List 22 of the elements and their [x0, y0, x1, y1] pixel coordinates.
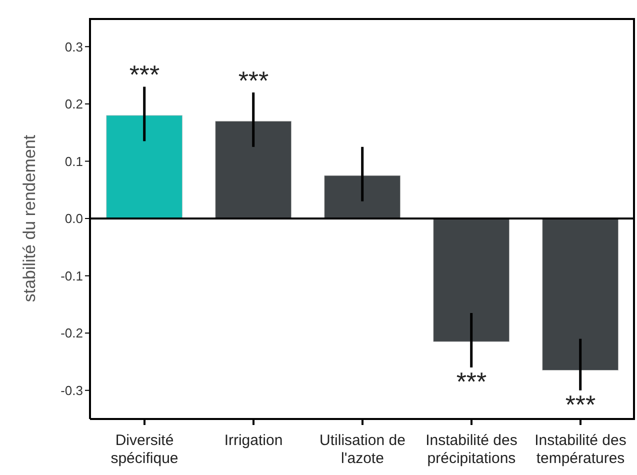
y-tick-label: -0.1 — [60, 268, 83, 284]
y-axis-title: stabilité du rendement — [20, 134, 40, 302]
data-label: *** — [238, 65, 269, 96]
y-tick-label: 0.1 — [64, 154, 83, 169]
bar — [324, 175, 401, 219]
bar — [542, 218, 619, 371]
data-label: *** — [129, 60, 160, 90]
bar — [106, 115, 183, 219]
bar — [215, 120, 292, 219]
x-tick-label: Instabilité des précipitations — [426, 432, 518, 467]
y-tick-label: 0.3 — [64, 39, 83, 54]
x-tick-label: Irrigation — [224, 432, 283, 449]
y-tick-label: 0.2 — [64, 96, 83, 112]
y-tick-label: -0.3 — [60, 382, 83, 398]
x-tick-label: Utilisation de l'azote — [320, 432, 406, 467]
data-label: *** — [565, 389, 596, 420]
data-label: *** — [456, 366, 487, 396]
x-tick-label: Instabilité des températures — [534, 432, 626, 467]
bar — [433, 218, 510, 342]
x-tick-label: Diversité spécifique — [110, 432, 178, 467]
y-tick-label: 0.0 — [64, 211, 83, 226]
y-tick-label: -0.2 — [60, 326, 83, 341]
